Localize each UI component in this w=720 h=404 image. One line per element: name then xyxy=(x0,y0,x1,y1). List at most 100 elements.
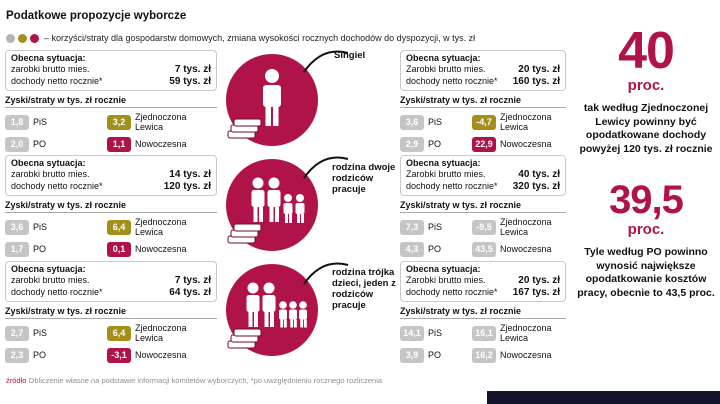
party-result-pis: 7,3 PiS xyxy=(400,218,466,237)
party-name: Nowoczesna xyxy=(135,243,187,254)
party-value-badge: 3,6 xyxy=(5,220,29,235)
gross-value: 7 tys. zł xyxy=(174,275,211,286)
legend-dot-gray-icon xyxy=(6,33,15,43)
current-situation-box: Obecna sytuacja: Zarobki brutto mies. 20 … xyxy=(400,50,566,91)
party-value-badge: 16,2 xyxy=(472,348,496,363)
party-grid: 1,8 PiS 3,2 Zjednoczona Lewica 2,0 PO 1,1 No… xyxy=(5,112,217,152)
page-title: Podatkowe propozycje wyborcze xyxy=(6,10,187,22)
stat-block-po: 39,5 proc. Tyle według PO powinno wynosi… xyxy=(576,180,716,300)
stat-text: Tyle według PO powinno wynosić największ… xyxy=(577,246,715,299)
source-note: źródło Obliczenie własne na podstawie in… xyxy=(6,376,382,385)
single-person-icon xyxy=(226,54,318,146)
party-name: Zjednoczona Lewica xyxy=(500,217,552,237)
party-result-po: 3,9 PO xyxy=(400,348,466,363)
net-value: 120 tys. zł xyxy=(163,180,211,192)
party-name: PO xyxy=(428,243,442,254)
gains-header: Zyski/straty w tys. zł rocznie xyxy=(5,95,217,108)
party-result-lewica: 6,4 Zjednoczona Lewica xyxy=(107,323,217,343)
party-name: PO xyxy=(33,138,47,149)
net-value: 59 tys. zł xyxy=(169,75,211,87)
net-value: 320 tys. zł xyxy=(512,180,560,192)
party-result-pis: 3,6 PiS xyxy=(5,218,101,237)
party-value-badge: 2,9 xyxy=(400,137,424,152)
net-label: dochody netto rocznie* xyxy=(11,180,103,191)
party-value-badge: 16,1 xyxy=(472,326,496,341)
party-name: Zjednoczona Lewica xyxy=(135,112,187,132)
current-situation-title: Obecna sytuacja: xyxy=(406,158,481,168)
party-value-badge: 3,9 xyxy=(400,348,424,363)
gross-value: 14 tys. zł xyxy=(169,169,211,180)
party-value-badge: 1,1 xyxy=(107,137,131,152)
sidebar-stats: 40 proc. tak według Zjednoczonej Lewicy … xyxy=(576,22,716,300)
party-result-nowoczesna: 0,1 Nowoczesna xyxy=(107,242,217,257)
net-label: dochody netto rocznie* xyxy=(406,75,498,86)
party-value-badge: 1,7 xyxy=(5,242,29,257)
party-result-lewica: -9,5 Zjednoczona Lewica xyxy=(472,217,566,237)
party-value-badge: 4,3 xyxy=(400,242,424,257)
party-value-badge: 14,1 xyxy=(400,326,424,341)
party-name: PO xyxy=(33,243,47,254)
party-value-badge: 2,3 xyxy=(5,348,29,363)
current-situation-box: Obecna sytuacja: zarobki brutto mies. 7 t… xyxy=(5,261,217,302)
party-name: PiS xyxy=(428,327,443,338)
panel-family3-high-income: Obecna sytuacja: Zarobki brutto mies. 20 … xyxy=(400,261,566,363)
party-name: PiS xyxy=(33,221,48,232)
current-situation-box: Obecna sytuacja: Zarobki brutto mies. 40 … xyxy=(400,155,566,196)
panel-singiel-high-income: Obecna sytuacja: Zarobki brutto mies. 20 … xyxy=(400,50,566,152)
party-result-nowoczesna: 22,9 Nowoczesna xyxy=(472,137,566,152)
party-name: Zjednoczona Lewica xyxy=(500,112,552,132)
bottom-bar xyxy=(487,391,720,404)
stat-number: 40 xyxy=(618,22,675,80)
singiel-pictogram xyxy=(226,54,318,146)
net-label: dochody netto rocznie* xyxy=(406,286,498,297)
panel-family2-low-income: Obecna sytuacja: zarobki brutto mies. 14 … xyxy=(5,155,217,257)
current-situation-title: Obecna sytuacja: xyxy=(406,264,481,274)
family-two-parents-icon xyxy=(226,159,318,251)
gross-value: 20 tys. zł xyxy=(518,64,560,75)
party-value-badge: 2,0 xyxy=(5,137,29,152)
pointer-line xyxy=(303,262,349,285)
gross-label: Zarobki brutto mies. xyxy=(406,275,486,285)
legend: – korzyści/straty dla gospodarstw domowy… xyxy=(6,33,475,43)
party-value-badge: 3,2 xyxy=(107,115,131,130)
party-value-badge: 2,7 xyxy=(5,326,29,341)
party-name: PO xyxy=(428,138,442,149)
net-value: 167 tys. zł xyxy=(512,286,560,298)
party-name: PiS xyxy=(33,327,48,338)
gross-label: Zarobki brutto mies. xyxy=(406,64,486,74)
party-result-nowoczesna: 16,2 Nowoczesna xyxy=(472,348,566,363)
party-result-pis: 2,7 PiS xyxy=(5,324,101,343)
stat-unit: proc. xyxy=(627,77,665,94)
party-grid: 7,3 PiS -9,5 Zjednoczona Lewica 4,3 PO 43,5… xyxy=(400,217,566,257)
legend-text: – korzyści/straty dla gospodarstw domowy… xyxy=(44,33,476,43)
scenario-label-singiel: Singiel xyxy=(334,50,366,61)
current-situation-title: Obecna sytuacja: xyxy=(11,53,86,63)
source-text: Obliczenie własne na podstawie informacj… xyxy=(28,376,383,385)
party-grid: 3,6 PiS 6,4 Zjednoczona Lewica 1,7 PO 0,1 No… xyxy=(5,217,217,257)
party-result-pis: 14,1 PiS xyxy=(400,324,466,343)
money-stack-icon xyxy=(227,118,262,139)
gross-label: zarobki brutto mies. xyxy=(11,64,90,74)
party-result-po: 2,0 PO xyxy=(5,137,101,152)
party-value-badge: 6,4 xyxy=(107,326,131,341)
party-value-badge: -9,5 xyxy=(472,220,496,235)
gross-label: zarobki brutto mies. xyxy=(11,169,90,179)
party-name: PiS xyxy=(428,221,443,232)
party-value-badge: -4,7 xyxy=(472,115,496,130)
family2-pictogram xyxy=(226,159,318,251)
stat-unit: proc. xyxy=(627,221,665,238)
gains-header: Zyski/straty w tys. zł rocznie xyxy=(400,200,566,213)
gross-value: 40 tys. zł xyxy=(518,169,560,180)
party-value-badge: -3,1 xyxy=(107,348,131,363)
pointer-line xyxy=(303,156,349,179)
party-name: Nowoczesna xyxy=(500,138,552,149)
party-name: PO xyxy=(428,349,442,360)
party-value-badge: 43,5 xyxy=(472,242,496,257)
net-label: dochody netto rocznie* xyxy=(11,75,103,86)
party-value-badge: 6,4 xyxy=(107,220,131,235)
party-name: Nowoczesna xyxy=(135,349,187,360)
current-situation-title: Obecna sytuacja: xyxy=(406,53,481,63)
money-stack-icon xyxy=(227,328,262,349)
party-name: Zjednoczona Lewica xyxy=(135,323,187,343)
party-name: PiS xyxy=(428,116,443,127)
